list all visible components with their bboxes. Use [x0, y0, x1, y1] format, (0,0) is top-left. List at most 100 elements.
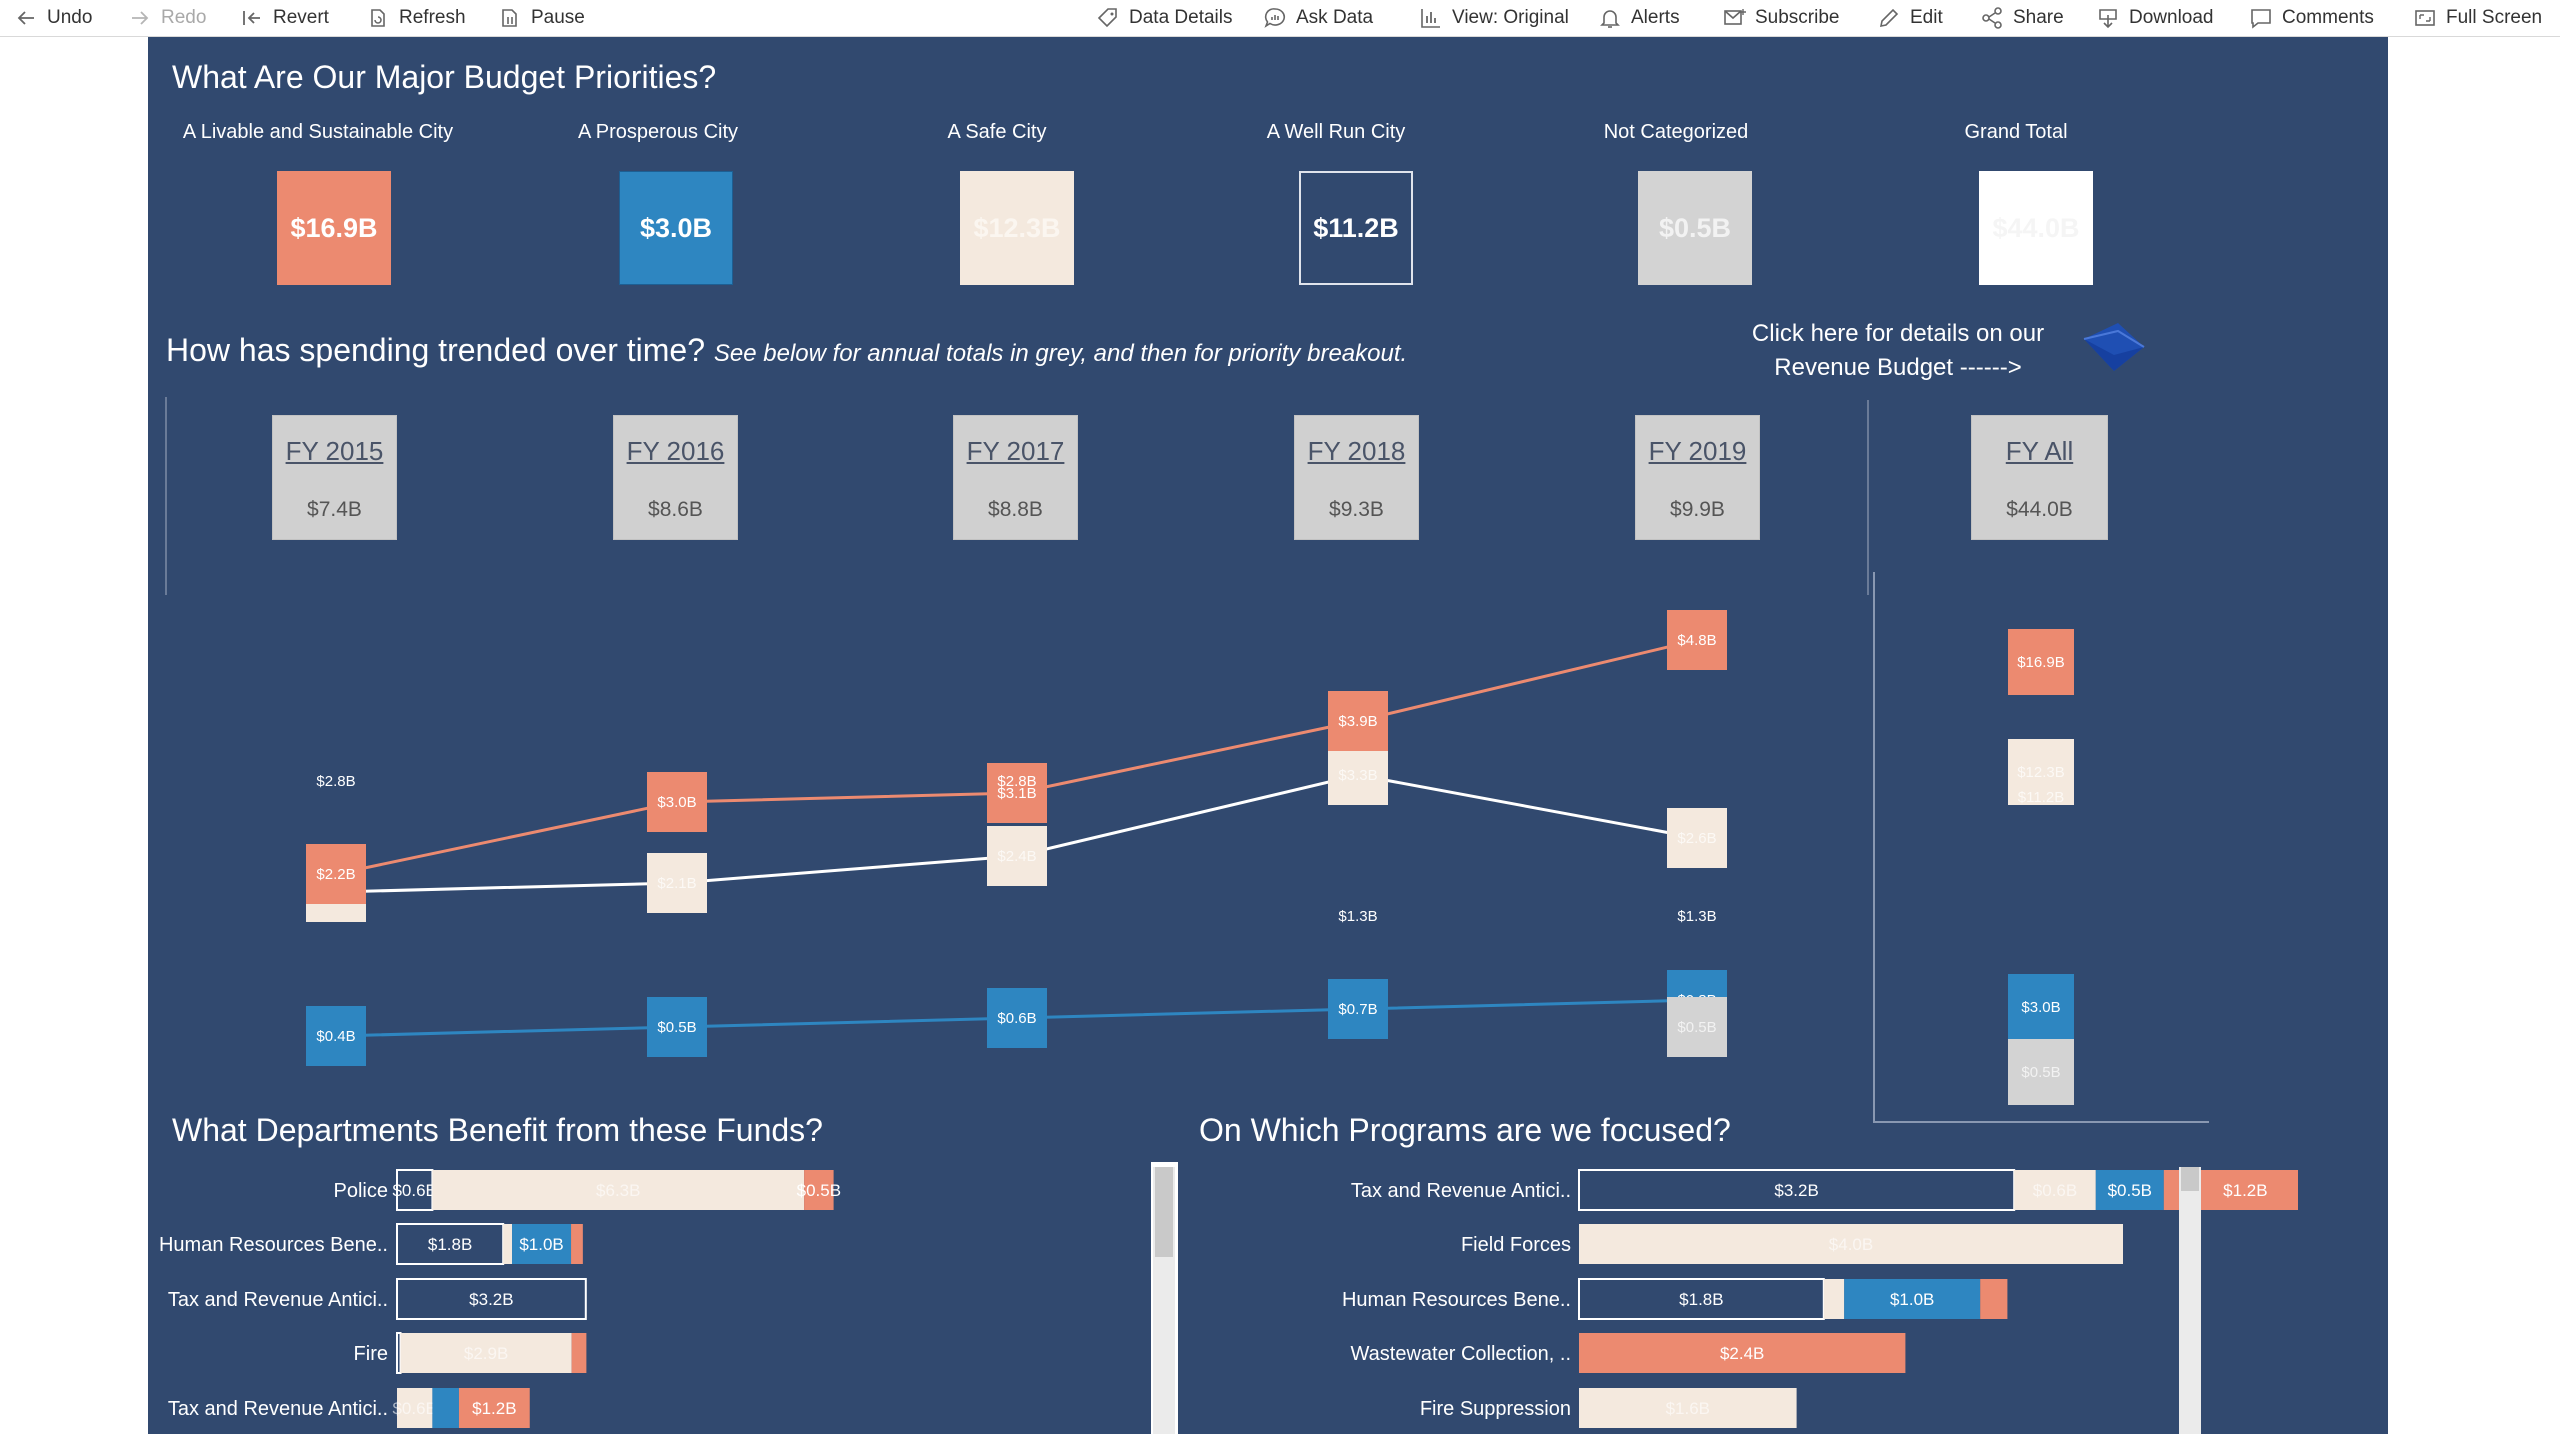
bar-value-label: $3.2B	[469, 1290, 513, 1309]
bar-segment	[432, 1388, 459, 1428]
bar-category-label: Police	[334, 1180, 388, 1202]
trend-annotation: $2.8B	[316, 773, 355, 790]
view-original-button[interactable]: View: Original	[1419, 0, 1569, 36]
bar-segment	[432, 1170, 805, 1210]
data-details-button[interactable]: Data Details	[1096, 0, 1233, 36]
download-label: Download	[2129, 7, 2214, 28]
ask-data-button[interactable]: Ask Data	[1263, 0, 1373, 36]
kpi-safe[interactable]: $12.3B	[960, 171, 1074, 285]
kpi-label-prosperous: A Prosperous City	[577, 121, 739, 143]
bar-segment	[396, 1278, 587, 1320]
revert-button[interactable]: Revert	[240, 0, 329, 36]
bar-value-label: $0.6B	[2033, 1181, 2077, 1200]
departments-scroll-thumb[interactable]	[1155, 1167, 1173, 1257]
fy-all-value-label: $12.3B	[2017, 764, 2065, 781]
fy-card-2019[interactable]: FY 2019 $9.9B	[1635, 415, 1760, 540]
refresh-button[interactable]: Refresh	[366, 0, 466, 36]
envelope-icon[interactable]	[2078, 317, 2150, 379]
priorities-title: What Are Our Major Budget Priorities?	[172, 59, 717, 95]
full-screen-icon	[2415, 10, 2435, 26]
bar-value-label: $6.3B	[596, 1181, 640, 1200]
pause-button[interactable]: Pause	[498, 0, 585, 36]
revenue-budget-link[interactable]: Click here for details on our Revenue Bu…	[1678, 317, 2118, 385]
bar-value-label: $0.5B	[2108, 1181, 2152, 1200]
trend-marker	[1667, 610, 1727, 670]
bar-category-label: Wastewater Collection, ..	[1351, 1343, 1571, 1365]
fy-card-2018[interactable]: FY 2018 $9.3B	[1294, 415, 1419, 540]
fy-all-axis	[1873, 572, 1875, 1122]
trend-title: How has spending trended over time? See …	[166, 332, 1407, 369]
kpi-label-not-categorized: Not Categorized	[1603, 121, 1749, 143]
redo-button[interactable]: Redo	[128, 0, 206, 36]
alerts-button[interactable]: Alerts	[1598, 0, 1680, 36]
fy-all-value-label: $3.0B	[2021, 999, 2060, 1016]
fy-card-all[interactable]: FY All $44.0B	[1971, 415, 2108, 540]
programs-scrollbar[interactable]	[2179, 1167, 2201, 1434]
edit-label: Edit	[1910, 7, 1943, 28]
programs-scroll-thumb[interactable]	[2181, 1167, 2199, 1191]
trend-subtitle: See below for annual totals in grey, and…	[713, 340, 1408, 367]
comments-button[interactable]: Comments	[2249, 0, 2374, 36]
fy-title: FY 2015	[285, 436, 384, 466]
trend-value-label: $0.5B	[1677, 1019, 1716, 1036]
trend-value-label: $2.6B	[1677, 830, 1716, 847]
pencil-icon	[1879, 8, 1899, 28]
bar-segment	[1823, 1279, 1845, 1319]
programs-title: On Which Programs are we focused?	[1199, 1112, 1731, 1148]
fy-card-2016[interactable]: FY 2016 $8.6B	[613, 415, 738, 540]
subscribe-button[interactable]: Subscribe	[1722, 0, 1840, 36]
fy-total: $8.8B	[988, 498, 1043, 521]
undo-icon	[17, 11, 34, 25]
trend-marker	[306, 844, 366, 904]
bar-segment	[571, 1224, 583, 1264]
trend-annotation: $1.3B	[1677, 908, 1716, 925]
trend-marker	[987, 988, 1047, 1048]
bell-icon	[1600, 10, 1620, 28]
trend-value-label: $3.3B	[1338, 767, 1377, 784]
trend-value-label: $2.1B	[657, 875, 696, 892]
fy-card-2017[interactable]: FY 2017 $8.8B	[953, 415, 1078, 540]
kpi-label-well-run: A Well Run City	[1266, 121, 1406, 143]
bar-value-label: $1.8B	[1679, 1290, 1723, 1309]
kpi-not-categorized[interactable]: $0.5B	[1638, 171, 1752, 285]
trend-marker	[306, 1006, 366, 1066]
revenue-link-line2: Revenue Budget ------>	[1774, 354, 2022, 381]
trend-marker	[1328, 691, 1388, 751]
bar-category-label: Tax and Revenue Antici..	[168, 1398, 388, 1420]
bar-segment	[397, 1388, 433, 1428]
share-button[interactable]: Share	[1980, 0, 2064, 36]
pause-label: Pause	[531, 7, 585, 28]
bar-category-label: Tax and Revenue Antici..	[1351, 1180, 1571, 1202]
kpi-label-livable: A Livable and Sustainable City	[182, 121, 454, 143]
kpi-livable[interactable]: $16.9B	[277, 171, 391, 285]
departments-scrollbar[interactable]	[1153, 1167, 1175, 1434]
fy-total: $8.6B	[648, 498, 703, 521]
trend-marker	[1667, 997, 1727, 1057]
redo-label: Redo	[161, 7, 207, 28]
revert-icon	[243, 11, 260, 25]
trend-marker	[1328, 979, 1388, 1039]
revert-label: Revert	[273, 7, 329, 28]
fy-card-2015[interactable]: FY 2015 $7.4B	[272, 415, 397, 540]
fy-title: FY 2016	[626, 436, 725, 466]
edit-button[interactable]: Edit	[1877, 0, 1943, 36]
undo-button[interactable]: Undo	[14, 0, 92, 36]
full-screen-button[interactable]: Full Screen	[2413, 0, 2542, 36]
kpi-prosperous[interactable]: $3.0B	[619, 171, 733, 285]
bar-value-label: $1.0B	[1890, 1290, 1934, 1309]
fy-total: $7.4B	[307, 498, 362, 521]
bar-category-label: Fire Suppression	[1420, 1398, 1571, 1420]
bar-segment	[400, 1333, 572, 1373]
bar-segment	[512, 1224, 572, 1264]
bar-category-label: Fire	[354, 1343, 388, 1365]
trend-left-divider	[165, 397, 167, 595]
fy-all-marker	[2008, 1039, 2074, 1105]
kpi-well-run[interactable]: $11.2B	[1299, 171, 1413, 285]
pause-icon	[502, 9, 517, 27]
kpi-grand-total[interactable]: $44.0B	[1979, 171, 2093, 285]
download-button[interactable]: Download	[2096, 0, 2214, 36]
trend-marker	[987, 826, 1047, 886]
view-original-label: View: Original	[1452, 7, 1569, 28]
bar-value-label: $2.9B	[464, 1344, 508, 1363]
undo-label: Undo	[47, 7, 93, 28]
